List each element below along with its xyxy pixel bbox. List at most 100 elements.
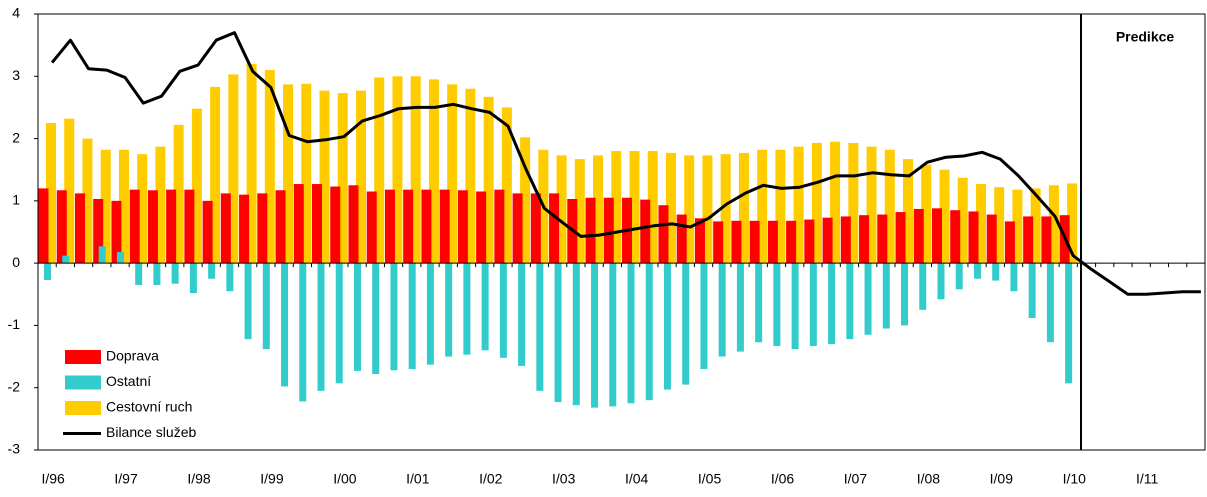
bar [239, 194, 250, 264]
bar [38, 188, 49, 264]
bar [1065, 263, 1073, 384]
annotation: Predikce [1116, 29, 1175, 45]
bar [767, 220, 778, 264]
x-tick-label: I/04 [625, 471, 649, 487]
bar [1048, 185, 1059, 264]
bar [426, 263, 434, 365]
bar [337, 93, 348, 264]
x-tick-label: I/96 [41, 471, 65, 487]
bar [986, 214, 997, 264]
bar [549, 193, 560, 264]
bar [593, 155, 604, 264]
bar [208, 263, 216, 279]
bar [408, 263, 416, 370]
bar [864, 263, 872, 335]
bar [1041, 216, 1052, 264]
bar [775, 149, 786, 264]
bar [348, 185, 359, 264]
bar [93, 198, 104, 264]
bar [884, 149, 895, 264]
bar [1046, 263, 1054, 343]
y-tick-label: 4 [12, 5, 20, 21]
bar [757, 149, 768, 264]
bar [921, 164, 932, 264]
bar [611, 151, 622, 264]
bar [645, 263, 653, 401]
bar [647, 151, 658, 264]
bar [335, 263, 343, 384]
bar [955, 263, 963, 290]
x-tick-label: I/02 [479, 471, 503, 487]
bar [202, 200, 213, 264]
bar [811, 142, 822, 264]
bar [153, 263, 161, 285]
bar [463, 263, 471, 355]
bar [749, 220, 760, 264]
bar [901, 263, 909, 326]
bar [116, 251, 124, 264]
bar [257, 193, 268, 264]
bar [74, 193, 85, 264]
bar [939, 169, 950, 264]
y-tick-label: -3 [8, 441, 21, 457]
bar [299, 263, 307, 402]
bar [191, 108, 202, 264]
bar [713, 221, 724, 264]
bar [804, 219, 815, 264]
bar [828, 263, 836, 345]
x-tick-label: I/01 [406, 471, 430, 487]
bar [731, 220, 742, 264]
bar [786, 220, 797, 264]
bar [64, 118, 75, 264]
bar [481, 263, 489, 351]
bar [228, 74, 239, 264]
bar [1004, 221, 1015, 264]
bar [702, 155, 713, 264]
x-tick-label: I/03 [552, 471, 576, 487]
bar [1067, 183, 1078, 264]
bar [658, 205, 669, 264]
bar [793, 146, 804, 264]
bar [1023, 216, 1034, 264]
bar [384, 189, 395, 264]
bar [773, 263, 781, 346]
bar [640, 199, 651, 264]
bar [111, 200, 122, 264]
bar [501, 107, 512, 264]
bar [428, 79, 439, 264]
bar [931, 208, 942, 264]
bar [330, 186, 341, 264]
bar [226, 263, 234, 292]
bar [421, 189, 432, 264]
bar [312, 184, 323, 264]
bar [822, 217, 833, 264]
y-tick-label: 2 [12, 129, 20, 145]
bar [572, 263, 580, 406]
bar [937, 263, 945, 300]
bar [1030, 188, 1041, 264]
bar [913, 208, 924, 264]
bar [1010, 263, 1018, 292]
bar [536, 263, 544, 391]
bar [355, 90, 366, 264]
bar [791, 263, 799, 350]
bar [866, 146, 877, 264]
bar [118, 149, 129, 264]
bar [184, 189, 195, 264]
bar [530, 193, 541, 264]
bar [264, 70, 275, 264]
bar [319, 90, 330, 264]
bar [720, 154, 731, 264]
bar [603, 197, 614, 264]
bar [483, 96, 494, 264]
bar [755, 263, 763, 343]
bar [390, 263, 398, 371]
bar [82, 138, 93, 264]
bar [627, 263, 635, 404]
y-tick-label: -2 [8, 378, 21, 394]
bar [244, 263, 252, 340]
bar [830, 141, 841, 264]
bar [317, 263, 325, 391]
x-tick-label: I/98 [187, 471, 211, 487]
bar [147, 190, 158, 264]
